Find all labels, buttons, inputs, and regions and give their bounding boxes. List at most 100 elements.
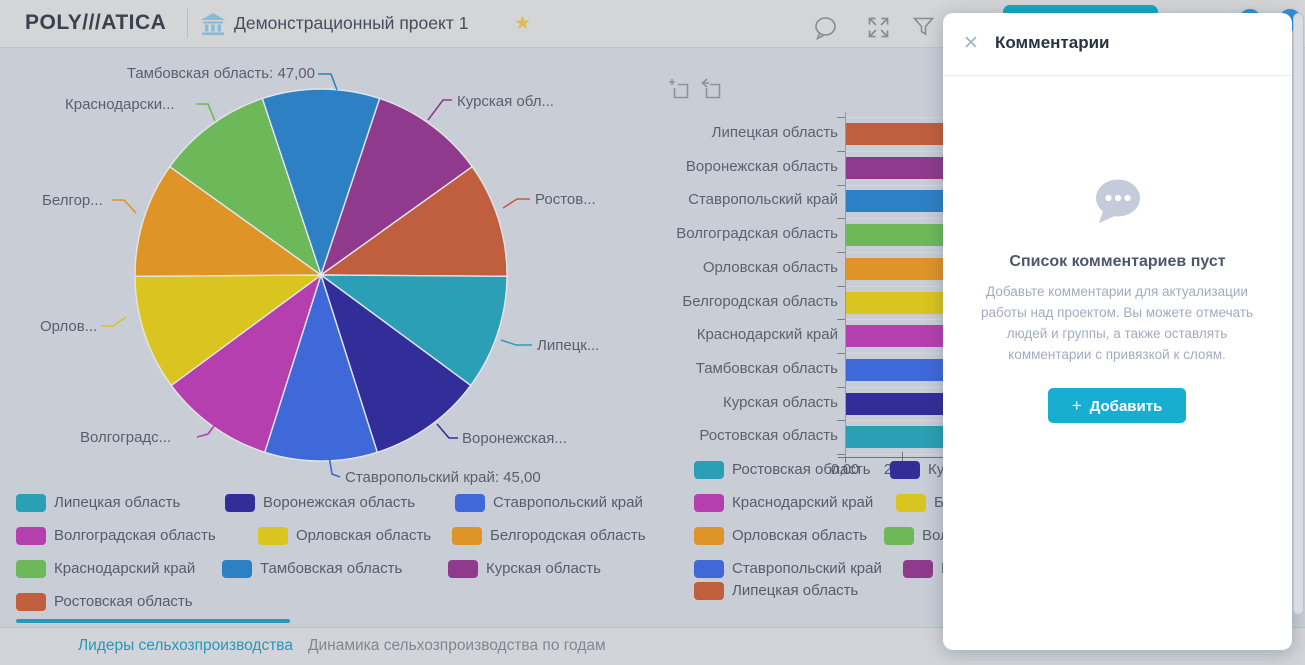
filter-icon[interactable] xyxy=(912,15,935,43)
bar-category-axis xyxy=(845,112,846,458)
legend-swatch xyxy=(222,560,252,578)
polymatica-logo[interactable]: POLY///ATICA xyxy=(25,11,167,34)
pie-chart xyxy=(134,88,508,462)
bar-category-label: Курская область xyxy=(723,393,838,411)
legend-swatch xyxy=(694,527,724,545)
legend-swatch xyxy=(896,494,926,512)
pie-callout-label: Орлов... xyxy=(40,318,98,335)
legend-swatch xyxy=(903,560,933,578)
legend-label: Краснодарский край xyxy=(732,494,874,511)
axis-tick xyxy=(837,319,845,321)
axis-tick-label: 0,00 xyxy=(830,462,860,478)
gridline xyxy=(845,184,995,186)
pie-slice[interactable] xyxy=(318,274,508,387)
pie-slice[interactable] xyxy=(318,165,508,278)
bank-icon xyxy=(200,12,226,41)
gridline xyxy=(845,285,995,287)
close-icon[interactable]: ✕ xyxy=(963,33,979,54)
gridline xyxy=(845,386,995,388)
legend-label: Ставропольский край xyxy=(732,560,882,577)
bar-category-label: Ставропольский край xyxy=(688,191,838,209)
pie-slice[interactable] xyxy=(263,272,379,462)
legend-label: Волгоградская область xyxy=(54,527,216,544)
bar-value-axis xyxy=(838,457,990,458)
gridline xyxy=(845,150,995,152)
empty-comments-icon xyxy=(1093,178,1143,229)
legend-label: Ростовская область xyxy=(54,593,193,610)
bar-category-label: Тамбовская область xyxy=(695,359,838,377)
pie-callout-label: Белгор... xyxy=(42,192,103,209)
gridline xyxy=(845,319,995,321)
pie-callout-label: Ростов... xyxy=(535,191,596,208)
comments-panel: ✕ Комментарии Список комментариев пуст Д… xyxy=(943,13,1292,650)
comments-panel-title: Комментарии xyxy=(995,33,1110,52)
gridline xyxy=(845,353,995,355)
project-title: Демонстрационный проект 1 xyxy=(234,13,469,33)
bar-category-label: Волгоградская область xyxy=(676,225,838,243)
axis-tick xyxy=(837,150,845,152)
pie-slice[interactable] xyxy=(134,274,324,387)
axis-tick xyxy=(837,420,845,422)
plus-icon: + xyxy=(1071,395,1082,415)
axis-tick xyxy=(837,386,845,388)
fullscreen-icon[interactable] xyxy=(866,15,891,45)
axis-tick xyxy=(837,117,845,119)
zoom-undo-icon[interactable] xyxy=(700,78,723,106)
legend-swatch xyxy=(16,560,46,578)
bar-category-label: Орловская область xyxy=(702,258,838,276)
favorite-star-icon[interactable]: ★ xyxy=(514,13,532,34)
legend-swatch xyxy=(258,527,288,545)
legend-label: Ростовская область xyxy=(732,461,871,478)
legend-swatch xyxy=(455,494,485,512)
bar-category-label: Воронежская область xyxy=(685,157,838,175)
zoom-select-icon[interactable] xyxy=(668,78,691,106)
legend-swatch xyxy=(16,494,46,512)
pie-callout-label: Волгоградс... xyxy=(80,429,172,446)
pie-slice[interactable] xyxy=(168,97,323,277)
bar-category-label: Белгородская область xyxy=(682,292,838,310)
gridline xyxy=(845,420,995,422)
header-divider xyxy=(187,9,188,38)
legend-label: Липецкая область xyxy=(54,494,181,511)
legend-label: Орловская область xyxy=(732,527,868,544)
scrollbar-thumb[interactable] xyxy=(1293,13,1304,615)
gridline xyxy=(845,218,995,220)
pie-callout-label: Краснодарски... xyxy=(65,96,175,113)
pie-callout-label: Липецк... xyxy=(537,337,600,354)
pie-slice[interactable] xyxy=(319,97,474,277)
empty-state-text: Добавьте комментарии для актуализации ра… xyxy=(980,284,1254,362)
axis-tick xyxy=(837,353,845,355)
comment-icon[interactable] xyxy=(812,15,839,46)
tab-dynamics[interactable]: Динамика сельхозпроизводства по годам xyxy=(308,637,606,654)
add-comment-button[interactable]: + Добавить xyxy=(1048,388,1186,423)
axis-tick xyxy=(837,184,845,186)
bar-category-label: Липецкая область xyxy=(711,124,838,141)
empty-state-title: Список комментариев пуст xyxy=(1009,253,1226,270)
gridline xyxy=(845,251,995,253)
legend-swatch xyxy=(890,461,920,479)
legend-swatch xyxy=(884,527,914,545)
active-tab-indicator xyxy=(16,619,290,623)
axis-tick xyxy=(837,285,845,287)
pie-slice[interactable] xyxy=(319,273,472,454)
tab-leaders[interactable]: Лидеры сельхозпроизводства xyxy=(78,637,293,654)
legend-label: Орловская область xyxy=(296,527,432,544)
legend-swatch xyxy=(694,560,724,578)
legend-label: Воронежская область xyxy=(263,494,416,511)
bar-category-label: Краснодарский край xyxy=(696,326,838,344)
legend-label: Тамбовская область xyxy=(260,560,403,577)
bar-category-label: Ростовская область xyxy=(699,427,838,445)
axis-tick xyxy=(837,454,845,456)
pie-callout-label: Воронежская... xyxy=(462,430,567,447)
axis-tick xyxy=(837,218,845,220)
gridline xyxy=(845,117,995,119)
comments-panel-header: ✕ Комментарии xyxy=(943,13,1292,76)
legend-label: Липецкая область xyxy=(732,582,859,599)
pie-callout-label: Тамбовская область: 47,00 xyxy=(126,65,315,82)
legend-label: Курская область xyxy=(486,560,601,577)
legend-swatch xyxy=(694,494,724,512)
pie-callout-label: Курская обл... xyxy=(457,93,554,110)
legend-swatch xyxy=(448,560,478,578)
pie-slice[interactable] xyxy=(134,165,324,278)
axis-tick xyxy=(837,251,845,253)
